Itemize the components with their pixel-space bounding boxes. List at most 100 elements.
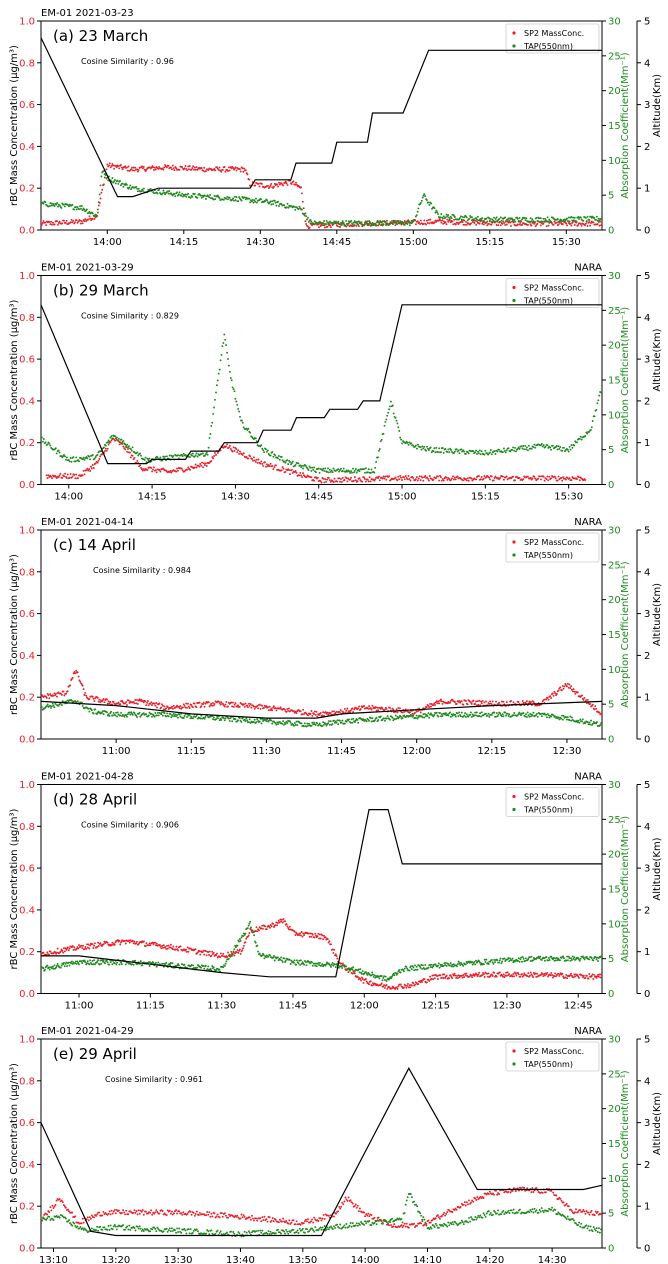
tap-point	[102, 959, 105, 962]
tap-point	[122, 439, 125, 442]
sp2-point	[207, 701, 210, 704]
sp2-point	[433, 977, 436, 980]
sp2-point	[191, 706, 194, 709]
tap-point	[275, 204, 278, 207]
sp2-point	[451, 977, 454, 980]
altitude-tick-label: 3	[644, 864, 650, 875]
tap-point	[590, 719, 593, 722]
tap-point	[228, 196, 231, 199]
tap-point	[71, 962, 74, 965]
header-left: EM-01 2021-03-23	[41, 8, 134, 19]
sp2-point	[80, 944, 83, 947]
sp2-point	[298, 933, 301, 936]
tap-point	[464, 712, 467, 715]
sp2-point	[310, 710, 313, 712]
plot-area	[41, 37, 602, 230]
tap-point	[448, 451, 451, 454]
tap-point	[56, 963, 59, 965]
sp2-point	[521, 975, 524, 978]
tap-point	[432, 715, 435, 718]
sp2-point	[49, 693, 52, 696]
sp2-point	[416, 479, 419, 482]
sp2-point	[430, 978, 433, 980]
x-tick-label: 15:30	[554, 492, 583, 503]
tap-point	[116, 711, 119, 714]
tap-point	[586, 721, 589, 724]
sp2-point	[439, 974, 442, 977]
tap-point	[100, 175, 103, 178]
sp2-point	[82, 688, 85, 691]
sp2-point	[118, 167, 121, 170]
tap-point	[63, 205, 66, 208]
sp2-point	[401, 711, 404, 714]
sp2-point	[393, 221, 396, 224]
sp2-point	[569, 222, 572, 225]
tap-point	[297, 208, 300, 210]
sp2-point	[367, 480, 370, 483]
sp2-point	[233, 449, 236, 452]
tap-point	[225, 344, 228, 347]
sp2-point	[210, 954, 213, 957]
sp2-point	[598, 224, 601, 227]
sp2-point	[106, 702, 109, 705]
right-tick-label: 25	[608, 560, 621, 571]
sp2-point	[336, 480, 339, 483]
tap-point	[162, 189, 165, 192]
tap-point	[326, 221, 329, 224]
sp2-point	[287, 709, 290, 712]
tap-point	[422, 447, 425, 450]
sp2-point	[42, 220, 45, 223]
tap-point	[271, 451, 274, 453]
sp2-point	[310, 476, 313, 479]
sp2-point	[203, 953, 206, 956]
sp2-point	[66, 690, 69, 693]
sp2-point	[335, 710, 338, 713]
tap-point	[82, 456, 85, 459]
sp2-point	[259, 462, 262, 465]
tap-point	[445, 213, 448, 216]
tap-point	[294, 463, 297, 466]
tap-point	[495, 715, 497, 718]
sp2-point	[246, 173, 249, 176]
sp2-point	[247, 702, 250, 705]
tap-point	[206, 453, 209, 456]
sp2-point	[276, 183, 279, 186]
sp2-point	[81, 474, 84, 477]
tap-point	[138, 711, 141, 714]
tap-point	[178, 713, 181, 716]
sp2-point	[534, 477, 537, 480]
tap-point	[262, 449, 265, 452]
tap-point	[399, 436, 402, 439]
sp2-point	[63, 219, 65, 222]
y-axis-label-altitude: Altitude(Km)	[652, 328, 663, 391]
tap-point	[252, 721, 255, 724]
tap-point	[97, 959, 100, 962]
plot-area	[41, 809, 602, 990]
sp2-point	[45, 474, 48, 477]
tap-point	[65, 700, 67, 703]
tap-point	[101, 710, 104, 713]
sp2-point	[49, 223, 52, 226]
tap-point	[86, 962, 88, 965]
tap-point	[244, 196, 246, 199]
tap-point	[461, 215, 464, 218]
tap-point	[167, 192, 170, 195]
tap-point	[377, 456, 379, 459]
tap-point	[132, 963, 135, 966]
sp2-point	[473, 222, 476, 224]
tap-point	[134, 959, 137, 962]
sp2-point	[138, 698, 141, 701]
sp2-point	[294, 183, 297, 186]
sp2-point	[162, 944, 165, 947]
sp2-point	[570, 972, 573, 975]
tap-point	[500, 715, 503, 718]
tap-point	[541, 220, 544, 223]
sp2-point	[242, 947, 245, 950]
tap-point	[349, 471, 352, 474]
sp2-point	[207, 951, 210, 953]
tap-point	[529, 713, 532, 715]
tap-point	[93, 959, 96, 962]
sp2-point	[407, 475, 410, 477]
right-tick-label: 30	[608, 780, 621, 791]
sp2-point	[557, 689, 560, 692]
